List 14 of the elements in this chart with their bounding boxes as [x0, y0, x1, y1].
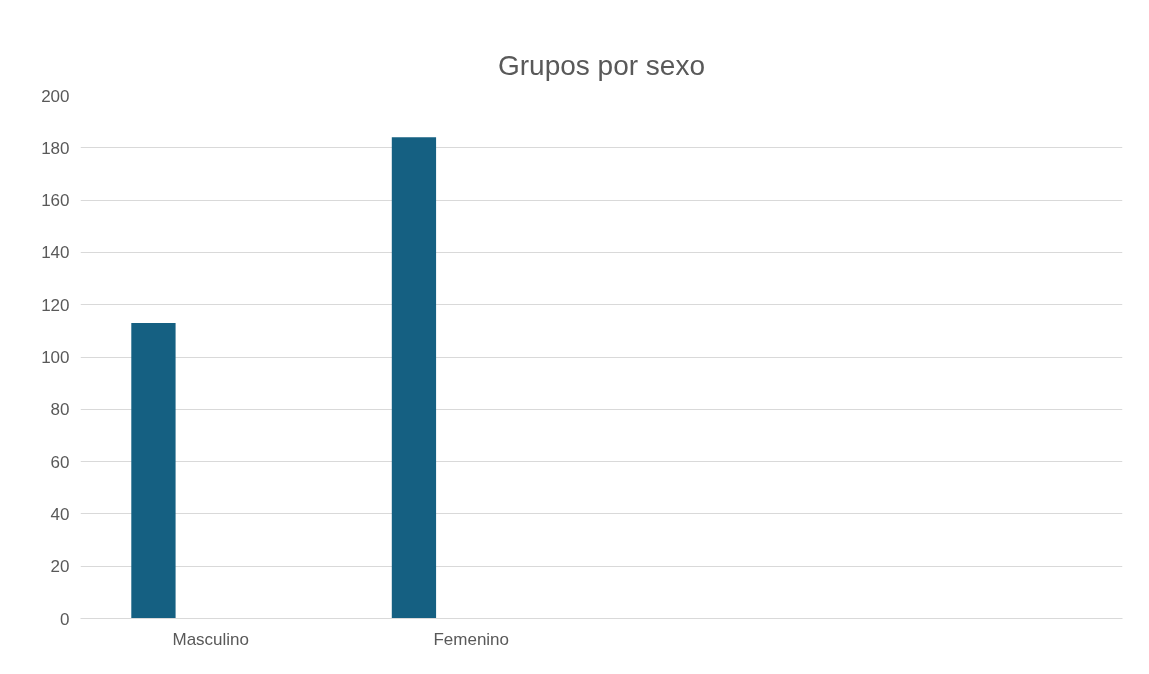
y-tick-label: 40	[50, 504, 70, 524]
x-tick-label: Femenino	[433, 629, 510, 649]
y-tick-label: 180	[41, 138, 70, 158]
y-tick-label: 60	[50, 452, 70, 472]
y-tick-label: 120	[41, 295, 70, 315]
y-tick-label: 100	[41, 348, 70, 367]
y-tick-label: 140	[41, 243, 70, 263]
x-tick-label: Masculino	[172, 629, 250, 649]
y-tick-label: 20	[50, 557, 70, 577]
y-tick-label: 80	[50, 400, 70, 420]
y-tick-label: 0	[60, 609, 70, 629]
y-tick-label: 200	[41, 86, 70, 106]
chart-title: Grupos por sexo	[498, 49, 705, 81]
y-tick-label: 160	[41, 191, 70, 211]
